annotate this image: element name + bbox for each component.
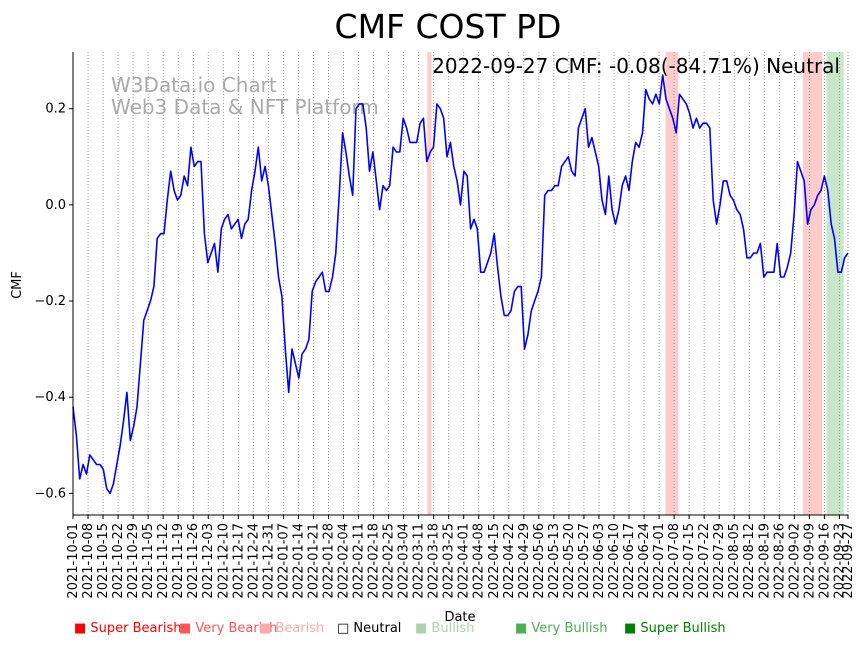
watermark-line-2: Web3 Data & NFT Platform (111, 95, 379, 119)
legend-swatch: ■ (624, 621, 641, 636)
x-tick-label: 2021-10-29 (126, 523, 141, 599)
legend-item-super-bullish: ■ Super Bullish (624, 621, 726, 636)
sentiment-shades (427, 52, 844, 515)
x-tick-label: 2021-11-19 (171, 523, 186, 599)
legend-item-very-bearish: ■ Very Bearish (179, 621, 277, 636)
legend-label: Super Bearish (90, 621, 182, 636)
shaded-region-2 (802, 52, 823, 515)
x-tick-label: 2022-05-20 (562, 523, 577, 599)
legend-label: Super Bullish (640, 621, 726, 636)
x-tick-label: 2022-07-29 (712, 523, 727, 599)
x-tick-label: 2022-06-24 (637, 523, 652, 599)
x-tick-label: 2022-02-04 (336, 523, 351, 599)
x-tick-label: 2022-04-01 (457, 523, 472, 599)
x-tick-label: 2022-05-13 (547, 523, 562, 599)
x-tick-label: 2022-07-08 (667, 523, 682, 599)
x-tick-label: 2022-02-11 (352, 523, 367, 599)
legend-item-neutral: □ Neutral (337, 621, 401, 636)
x-tick-label: 2021-10-08 (81, 523, 96, 599)
y-tick-label: 0.0 (45, 198, 66, 213)
y-axis-label: CMF (10, 271, 25, 299)
y-tick-label: 0.2 (45, 102, 66, 117)
legend-label: Very Bearish (195, 621, 278, 636)
legend-item-very-bullish: ■ Very Bullish (515, 621, 607, 636)
x-tick-label: 2021-12-17 (231, 523, 246, 599)
legend-item-bearish: ■ Bearish (259, 621, 324, 636)
x-tick-label: 2021-10-15 (96, 523, 111, 599)
watermark-line-1: W3Data.io Chart (111, 73, 277, 97)
x-tick-label: 2022-08-12 (742, 523, 757, 599)
legend-label: Bullish (431, 621, 475, 636)
x-tick-label: 2022-04-29 (517, 523, 532, 599)
x-tick-label: 2022-02-25 (382, 523, 397, 599)
legend-label: Bearish (275, 621, 325, 636)
x-tick-label: 2022-01-21 (306, 523, 321, 599)
y-tick-label: −0.6 (34, 486, 66, 501)
y-ticks: 0.2 0.0 −0.2 −0.4 −0.6 (34, 102, 73, 501)
x-tick-label: 2022-04-22 (502, 523, 517, 599)
x-tick-label: 2022-06-17 (622, 523, 637, 599)
legend-swatch: ■ (74, 621, 91, 636)
x-tick-label: 2021-12-03 (201, 523, 216, 599)
x-tick-label: 2022-08-19 (757, 523, 772, 599)
x-tick-label: 2022-08-05 (727, 523, 742, 599)
legend-item-bullish: ■ Bullish (415, 621, 474, 636)
legend-label: Neutral (353, 621, 402, 636)
x-tick-label: 2022-03-18 (427, 523, 442, 599)
x-ticks: 2021-10-01 2021-10-08 2021-10-15 2021-10-22… (66, 515, 856, 599)
x-tick-label: 2022-02-18 (367, 523, 382, 599)
legend-label: Very Bullish (531, 621, 608, 636)
legend-swatch: ■ (259, 621, 276, 636)
x-tick-label: 2022-09-02 (787, 523, 802, 599)
x-tick-label: 2022-06-03 (592, 523, 607, 599)
latest-value-annotation: 2022-09-27 CMF: -0.08(-84.71%) Neutral (432, 54, 840, 78)
x-tick-label: 2021-12-24 (246, 523, 261, 599)
x-tick-label: 2022-03-11 (412, 523, 427, 599)
x-tick-label: 2022-03-04 (397, 523, 412, 599)
x-tick-label: 2021-11-12 (156, 523, 171, 599)
legend-swatch: ■ (415, 621, 432, 636)
vertical-grid (72, 52, 849, 515)
x-tick-label: 2022-09-16 (817, 523, 832, 599)
x-tick-label: 2022-08-26 (772, 523, 787, 599)
x-tick-label: 2022-07-01 (652, 523, 667, 599)
x-tick-label: 2022-01-14 (291, 523, 306, 599)
x-tick-label: 2021-11-26 (186, 523, 201, 599)
x-tick-label: 2021-10-22 (111, 523, 126, 599)
shaded-region-1 (665, 52, 679, 515)
x-tick-label: 2022-04-15 (487, 523, 502, 599)
legend-item-super-bearish: ■ Super Bearish (74, 621, 182, 636)
x-tick-label: 2022-04-08 (472, 523, 487, 599)
x-tick-label: 2022-09-27 (841, 523, 856, 599)
x-tick-label: 2022-06-10 (607, 523, 622, 599)
x-tick-label: 2021-10-01 (66, 523, 81, 599)
x-tick-label: 2021-11-05 (141, 523, 156, 599)
x-tick-label: 2022-05-06 (532, 523, 547, 599)
chart-title: CMF COST PD (335, 7, 562, 46)
x-tick-label: 2022-01-28 (321, 523, 336, 599)
x-tick-label: 2022-01-07 (276, 523, 291, 599)
x-tick-label: 2022-05-27 (577, 523, 592, 599)
sentiment-legend: ■ Super Bearish ■ Very Bearish ■ Bearish □ … (74, 621, 864, 639)
x-tick-label: 2022-09-09 (802, 523, 817, 599)
x-tick-label: 2022-07-15 (682, 523, 697, 599)
y-tick-label: −0.4 (34, 390, 66, 405)
cmf-series-line (72, 74, 849, 495)
x-tick-label: 2022-03-25 (442, 523, 457, 599)
shaded-region-3 (826, 52, 844, 515)
x-tick-label: 2021-12-31 (261, 523, 276, 599)
x-tick-label: 2021-12-10 (216, 523, 231, 599)
legend-swatch: ■ (179, 621, 196, 636)
legend-swatch: ■ (515, 621, 532, 636)
x-tick-label: 2022-07-22 (697, 523, 712, 599)
legend-swatch: □ (337, 621, 354, 636)
x-tick-label: 2022-09-23 (832, 523, 847, 599)
y-tick-label: −0.2 (34, 294, 66, 309)
x-axis-label: Date (444, 610, 475, 625)
shaded-region-0 (427, 52, 432, 515)
